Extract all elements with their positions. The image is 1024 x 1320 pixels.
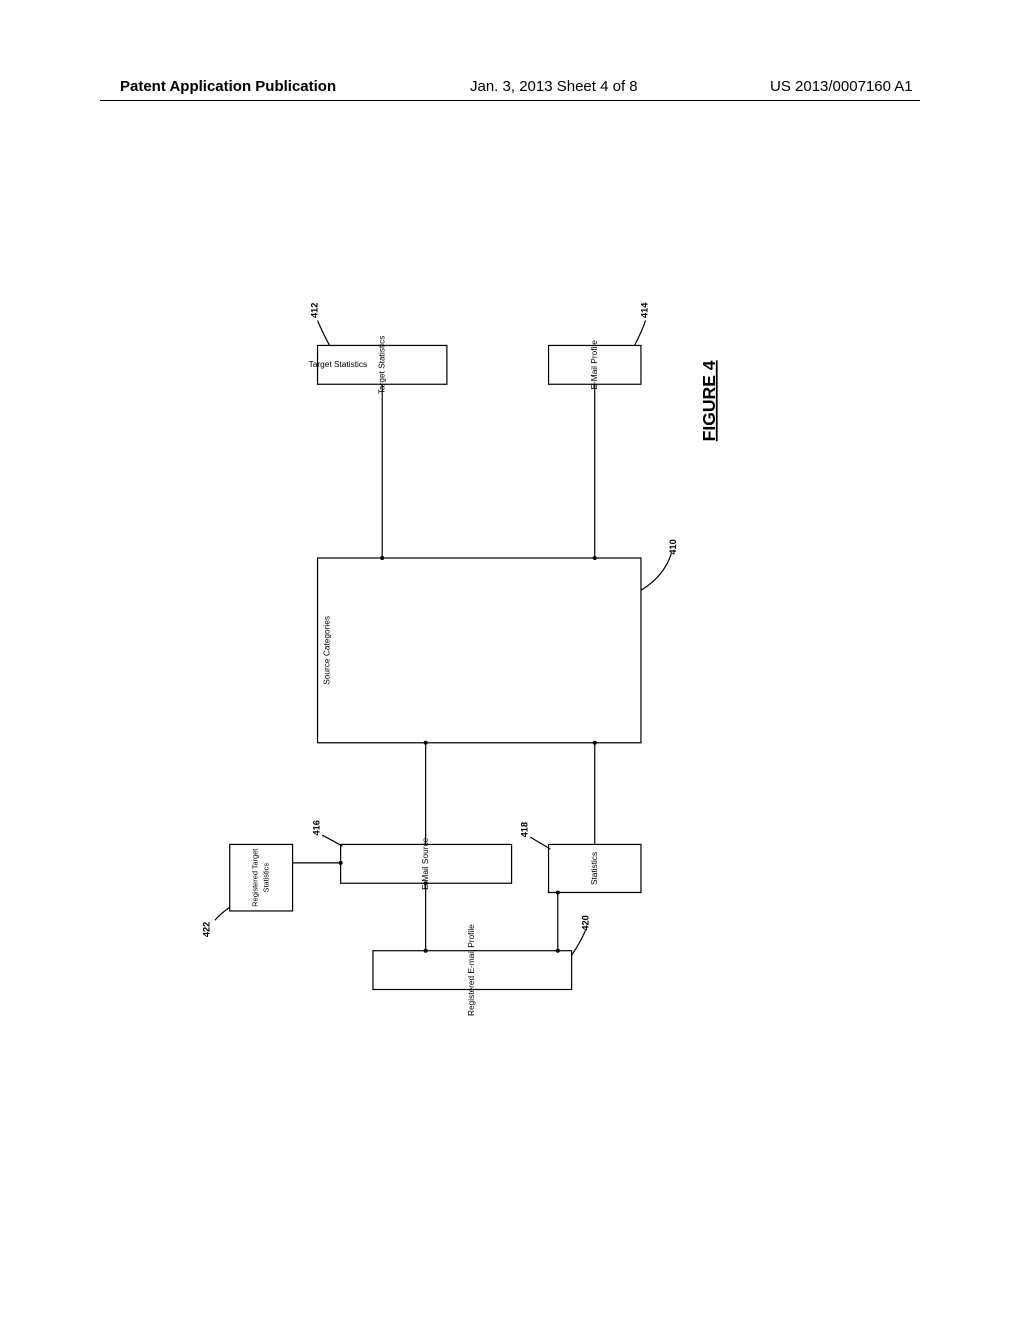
box-source-categories: Source Categories	[318, 558, 641, 743]
svg-text:422: 422	[201, 922, 211, 937]
lbl-statistics: Statistics	[589, 852, 599, 885]
figure-title: FIGURE 4	[699, 360, 719, 441]
svg-text:Target Statistics: Target Statistics	[309, 359, 368, 369]
svg-text:412: 412	[310, 303, 320, 318]
page-header: Patent Application Publication Jan. 3, 2…	[0, 78, 1024, 108]
page: Patent Application Publication Jan. 3, 2…	[0, 0, 1024, 1320]
header-left: Patent Application Publication	[120, 78, 336, 95]
lbl-target-statistics: Target Statistics	[376, 336, 386, 395]
lbl-reg-email-profile: Registered E-mail Profile	[466, 924, 476, 1016]
svg-text:Statistics: Statistics	[262, 863, 271, 893]
svg-text:414: 414	[639, 302, 649, 318]
svg-text:410: 410	[668, 539, 678, 554]
svg-text:418: 418	[519, 822, 529, 837]
header-right: US 2013/0007160 A1	[770, 78, 913, 95]
header-rule	[100, 100, 920, 101]
svg-text:420: 420	[580, 915, 590, 930]
header-center: Jan. 3, 2013 Sheet 4 of 8	[470, 78, 638, 95]
svg-text:Registered Target: Registered Target	[251, 849, 260, 907]
figure-diagram: Source Categories Target Statistics	[120, 290, 820, 1020]
svg-text:416: 416	[311, 820, 321, 835]
svg-text:Source Categories: Source Categories	[322, 616, 332, 685]
lbl-email-profile: E-Mail Profile	[589, 340, 599, 390]
